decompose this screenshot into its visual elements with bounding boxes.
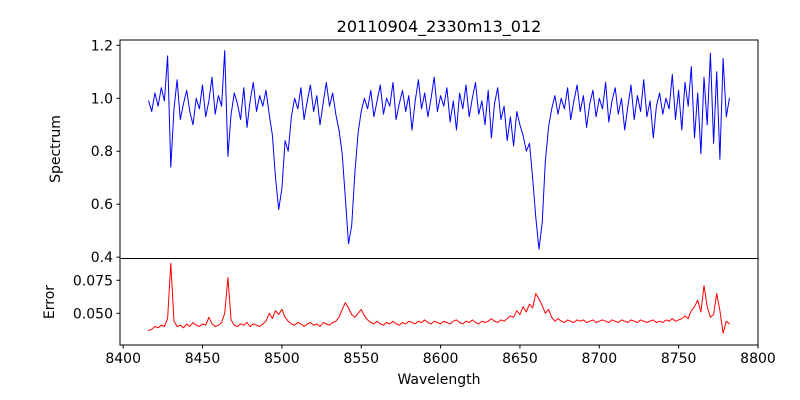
y-tick-label: 1.2 [91, 38, 113, 54]
spectrum-panel-border [119, 39, 759, 259]
x-tick-label: 8450 [185, 351, 221, 367]
x-axis-label: Wavelength [397, 372, 481, 388]
error-line [148, 262, 730, 334]
y-tick-label: 1.0 [91, 91, 113, 107]
spectrum-line [148, 50, 730, 250]
x-tick-label: 8650 [502, 351, 538, 367]
y-tick-label: 0.4 [91, 250, 113, 266]
y-tick-label: 0.6 [91, 197, 113, 213]
x-tick-label: 8600 [423, 351, 459, 367]
y-tick-label: 0.075 [73, 273, 113, 289]
x-tick-label: 8550 [343, 351, 379, 367]
y-tick-label: 0.8 [91, 144, 113, 160]
x-tick-label: 8400 [105, 351, 141, 367]
x-tick-label: 8500 [264, 351, 300, 367]
x-tick-label: 8800 [740, 351, 776, 367]
x-tick-label: 8700 [581, 351, 617, 367]
x-tick-label: 8750 [661, 351, 697, 367]
chart-title: 20110904_2330m13_012 [336, 17, 542, 36]
error-panel-border [119, 258, 759, 346]
y-tick-label: 0.050 [73, 306, 113, 322]
